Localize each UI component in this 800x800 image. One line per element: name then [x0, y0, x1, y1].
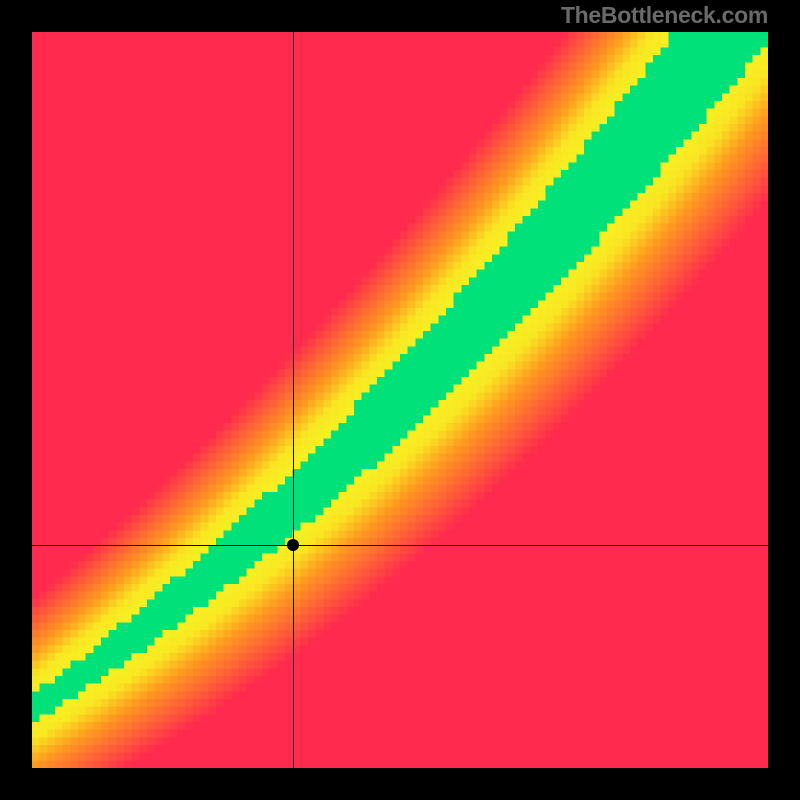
- bottleneck-heatmap-frame: [32, 32, 768, 768]
- attribution-text: TheBottleneck.com: [561, 2, 768, 29]
- bottleneck-heatmap: [32, 32, 768, 768]
- crosshair-horizontal: [32, 545, 768, 546]
- crosshair-marker: [287, 539, 299, 551]
- crosshair-vertical: [293, 32, 294, 768]
